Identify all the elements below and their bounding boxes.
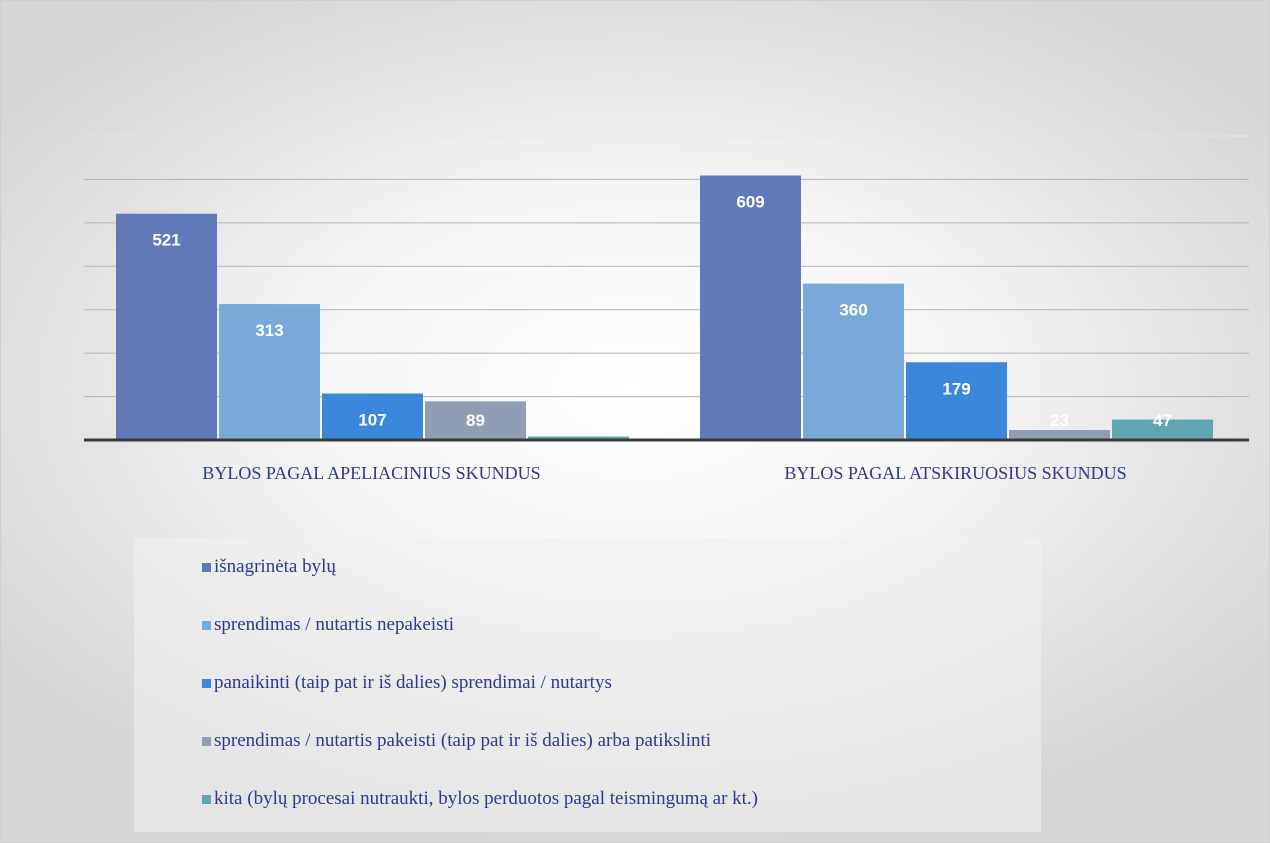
legend-label: kita (bylų procesai nutraukti, bylos per…: [214, 788, 759, 809]
data-label: 360: [839, 301, 867, 320]
category-label: BYLOS PAGAL APELIACINIUS SKUNDUS: [202, 463, 540, 483]
legend-item: panaikinti (taip pat ir iš dalies) spren…: [202, 672, 612, 694]
data-label: 23: [1050, 411, 1069, 430]
legend-swatch: [202, 736, 211, 746]
legend-swatch: [202, 794, 211, 804]
legend-item: sprendimas / nutartis nepakeisti: [202, 614, 454, 636]
data-label: 521: [152, 231, 180, 250]
legend-label: sprendimas / nutartis nepakeisti: [214, 614, 455, 635]
bar: [322, 393, 423, 440]
legend-item: kita (bylų procesai nutraukti, bylos per…: [202, 788, 758, 810]
bar: [116, 213, 217, 440]
category-labels: BYLOS PAGAL APELIACINIUS SKUNDUS BYLOS PA…: [202, 463, 1126, 483]
legend-label: panaikinti (taip pat ir iš dalies) spren…: [214, 672, 612, 693]
data-labels: 521 313 107 89 609 360 179 23 47: [152, 193, 1172, 430]
data-label: 609: [736, 193, 764, 212]
legend-item: išnagrinėta bylų: [202, 556, 336, 578]
bar: [528, 436, 629, 440]
legend-label: išnagrinėta bylų: [214, 556, 336, 577]
bar: [1112, 419, 1213, 440]
bar: [700, 175, 801, 440]
legend-swatch: [202, 620, 211, 630]
legend: išnagrinėta bylų sprendimas / nutartis ne…: [134, 538, 1041, 832]
data-label: 107: [358, 411, 386, 430]
bar: [219, 304, 320, 440]
data-label: 313: [255, 321, 283, 340]
bar: [425, 401, 526, 440]
bar: [803, 283, 904, 440]
legend-item: sprendimas / nutartis pakeisti (taip pat…: [202, 730, 711, 752]
bars: [116, 175, 1213, 440]
data-label: 89: [466, 411, 485, 430]
data-label: 47: [1153, 411, 1172, 430]
bar: [906, 362, 1007, 440]
bar: [1009, 430, 1110, 440]
legend-label: sprendimas / nutartis pakeisti (taip pat…: [214, 730, 712, 751]
legend-swatch: [202, 562, 211, 572]
data-label: 179: [942, 379, 970, 398]
legend-swatch: [202, 678, 211, 688]
category-label: BYLOS PAGAL ATSKIRUOSIUS SKUNDUS: [784, 463, 1126, 483]
